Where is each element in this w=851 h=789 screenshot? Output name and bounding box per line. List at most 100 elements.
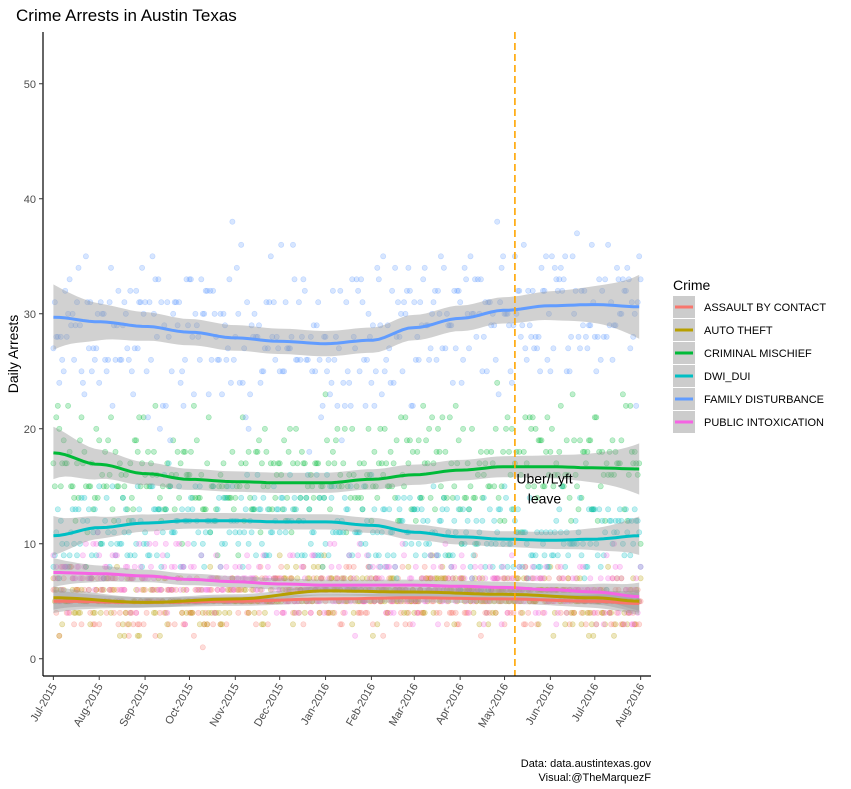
point-family-disturbance <box>497 299 503 306</box>
point-assault-by-contact <box>202 609 209 616</box>
point-criminal-mischief <box>361 460 367 467</box>
point-auto-theft <box>489 609 496 616</box>
point-criminal-mischief <box>538 437 545 444</box>
point-family-disturbance <box>68 322 74 329</box>
point-dwi-dui <box>587 540 594 547</box>
point-public-intoxication <box>248 575 255 582</box>
point-public-intoxication <box>572 575 579 582</box>
point-assault-by-contact <box>180 621 187 628</box>
point-family-disturbance <box>152 276 159 283</box>
point-criminal-mischief <box>435 425 441 432</box>
point-auto-theft <box>427 575 434 582</box>
point-criminal-mischief <box>389 483 395 490</box>
point-dwi-dui <box>611 529 617 536</box>
point-criminal-mischief <box>572 471 579 478</box>
point-dwi-dui <box>615 517 622 524</box>
point-criminal-mischief <box>112 448 119 455</box>
point-criminal-mischief <box>584 448 591 455</box>
point-dwi-dui <box>291 494 298 501</box>
point-family-disturbance <box>372 368 379 375</box>
point-dwi-dui <box>156 506 163 513</box>
point-family-disturbance <box>609 356 616 363</box>
point-dwi-dui <box>437 517 444 524</box>
point-assault-by-contact <box>398 609 404 616</box>
point-criminal-mischief <box>210 483 216 490</box>
point-assault-by-contact <box>507 609 514 616</box>
point-criminal-mischief <box>137 483 144 490</box>
point-dwi-dui <box>341 494 348 501</box>
point-public-intoxication <box>217 563 224 570</box>
point-criminal-mischief <box>180 448 187 455</box>
point-auto-theft <box>364 575 370 582</box>
point-criminal-mischief <box>338 483 345 490</box>
point-assault-by-contact <box>128 609 135 616</box>
point-family-disturbance <box>594 333 601 340</box>
point-dwi-dui <box>559 483 566 490</box>
point-dwi-dui <box>195 529 202 536</box>
point-assault-by-contact <box>620 621 626 628</box>
point-public-intoxication <box>99 586 106 593</box>
point-dwi-dui <box>96 483 103 490</box>
point-auto-theft <box>535 621 542 628</box>
point-public-intoxication <box>158 586 165 593</box>
point-assault-by-contact <box>443 621 450 628</box>
point-auto-theft <box>633 586 640 593</box>
point-criminal-mischief <box>269 506 276 513</box>
point-assault-by-contact <box>420 609 427 616</box>
point-family-disturbance <box>145 414 151 421</box>
point-family-disturbance <box>83 253 89 260</box>
point-family-disturbance <box>463 276 469 283</box>
point-auto-theft <box>614 575 620 582</box>
point-dwi-dui <box>276 529 283 536</box>
point-family-disturbance <box>216 356 222 363</box>
point-family-disturbance <box>380 253 387 260</box>
point-auto-theft <box>149 586 156 593</box>
point-dwi-dui <box>401 494 407 501</box>
point-criminal-mischief <box>250 506 256 513</box>
point-family-disturbance <box>300 276 307 283</box>
point-criminal-mischief <box>483 448 490 455</box>
point-dwi-dui <box>565 552 572 559</box>
point-family-disturbance <box>500 253 506 260</box>
point-family-disturbance <box>396 333 403 340</box>
point-dwi-dui <box>433 552 440 559</box>
point-auto-theft <box>435 575 441 582</box>
point-criminal-mischief <box>332 437 339 444</box>
point-criminal-mischief <box>612 448 619 455</box>
point-criminal-mischief <box>174 448 181 455</box>
point-family-disturbance <box>517 333 524 340</box>
point-criminal-mischief <box>590 506 597 513</box>
point-dwi-dui <box>229 483 236 490</box>
legend-entry: FAMILY DISTURBANCE <box>704 394 824 406</box>
point-family-disturbance <box>276 368 283 375</box>
point-auto-theft <box>216 609 222 616</box>
point-family-disturbance <box>627 345 634 352</box>
point-criminal-mischief <box>247 494 253 501</box>
point-criminal-mischief <box>541 483 548 490</box>
point-family-disturbance <box>233 264 240 271</box>
point-auto-theft <box>290 621 296 628</box>
point-dwi-dui <box>557 529 564 536</box>
point-criminal-mischief <box>201 506 208 513</box>
point-family-disturbance <box>306 448 313 455</box>
point-criminal-mischief <box>235 552 242 559</box>
point-family-disturbance <box>294 356 301 363</box>
point-criminal-mischief <box>364 471 370 478</box>
point-dwi-dui <box>177 563 184 570</box>
point-family-disturbance <box>78 368 85 375</box>
point-assault-by-contact <box>609 575 616 582</box>
point-family-disturbance <box>270 299 277 306</box>
point-auto-theft <box>600 609 607 616</box>
point-assault-by-contact <box>288 575 295 582</box>
point-family-disturbance <box>261 345 268 352</box>
point-public-intoxication <box>159 552 166 559</box>
y-tick-label: 30 <box>24 309 36 321</box>
point-dwi-dui <box>522 529 529 536</box>
point-public-intoxication <box>77 575 83 582</box>
point-public-intoxication <box>117 586 123 593</box>
point-assault-by-contact <box>504 609 511 616</box>
point-criminal-mischief <box>205 414 212 421</box>
point-criminal-mischief <box>550 483 557 490</box>
point-dwi-dui <box>608 517 614 524</box>
point-family-disturbance <box>229 218 236 225</box>
